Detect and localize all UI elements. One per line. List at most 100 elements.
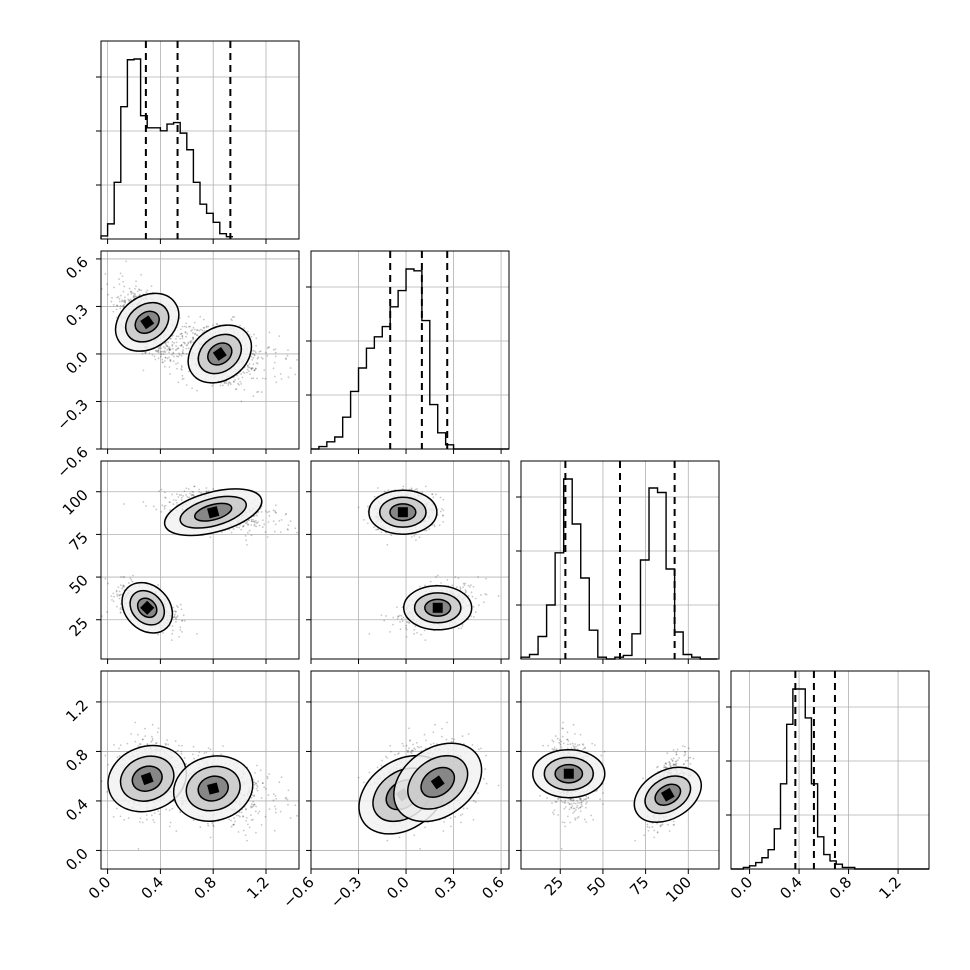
scatter-point — [180, 332, 183, 335]
scatter-point — [182, 377, 185, 380]
scatter-point — [179, 333, 182, 336]
scatter-point — [179, 344, 182, 347]
scatter-point — [160, 353, 162, 355]
scatter-point — [254, 351, 257, 354]
scatter-point — [399, 628, 402, 631]
scatter-point — [242, 524, 245, 527]
density-contours — [368, 489, 438, 535]
scatter-point — [175, 610, 177, 613]
scatter-panel-2-1 — [306, 460, 510, 664]
scatter-point — [163, 505, 166, 508]
scatter-point — [242, 525, 245, 528]
scatter-point — [169, 338, 172, 340]
scatter-point — [180, 750, 183, 753]
scatter-point — [268, 515, 271, 517]
scatter-point — [244, 534, 247, 537]
scatter-point — [272, 520, 275, 523]
scatter-point — [205, 490, 208, 493]
scatter-point — [168, 351, 171, 354]
scatter-point — [145, 504, 147, 507]
scatter-point — [266, 354, 269, 357]
scatter-point — [119, 294, 122, 297]
scatter-point — [180, 496, 183, 499]
scatter-point — [131, 291, 134, 294]
scatter-point — [118, 747, 120, 750]
scatter-point — [119, 608, 122, 610]
scatter-point — [181, 335, 184, 337]
scatter-point — [179, 328, 182, 331]
contour-line — [207, 342, 233, 366]
scatter-point — [191, 387, 193, 390]
scatter-point — [129, 577, 132, 580]
scatter-point — [116, 593, 119, 596]
scatter-point — [253, 369, 256, 372]
scatter-point — [439, 510, 442, 513]
scatter-point — [252, 356, 255, 359]
scatter-point — [478, 604, 480, 606]
scatter-point — [119, 304, 122, 307]
scatter-point — [142, 369, 145, 372]
scatter-point — [386, 543, 389, 546]
contour-line — [136, 597, 158, 619]
scatter-point — [112, 815, 115, 818]
scatter-point — [296, 531, 298, 534]
scatter-point — [177, 335, 180, 338]
scatter-point — [153, 355, 156, 358]
scatter-point — [246, 368, 249, 371]
scatter-point — [171, 343, 174, 346]
scatter-point — [287, 524, 290, 527]
scatter-point — [163, 507, 166, 510]
scatter-point — [280, 378, 283, 380]
scatter-point — [129, 298, 132, 301]
scatter-point — [130, 292, 133, 295]
scatter-point — [272, 367, 275, 370]
scatter-point — [240, 382, 243, 385]
y-tick-label: 0.6 — [62, 253, 92, 283]
scatter-point — [176, 615, 179, 617]
scatter-point — [431, 493, 433, 496]
scatter-point — [136, 290, 139, 293]
y-tick-label: 0.0 — [62, 348, 92, 378]
scatter-point — [165, 743, 167, 746]
scatter-point — [179, 337, 182, 340]
scatter-points — [101, 260, 298, 403]
scatter-point — [177, 606, 179, 609]
scatter-point — [185, 384, 188, 386]
scatter-point — [421, 491, 424, 494]
scatter-point — [232, 381, 235, 383]
scatter-point — [170, 337, 173, 340]
scatter-point — [110, 595, 113, 598]
scatter-point — [258, 350, 261, 353]
scatter-point — [286, 528, 289, 530]
scatter-point — [141, 821, 144, 824]
scatter-point — [241, 376, 244, 379]
scatter-point — [168, 348, 171, 351]
contour-line — [368, 489, 438, 535]
scatter-point — [205, 487, 208, 489]
scatter-point — [171, 632, 174, 635]
scatter-point — [250, 368, 253, 371]
scatter-point — [115, 589, 118, 592]
scatter-point — [272, 793, 275, 796]
scatter-point — [175, 335, 178, 338]
density-contours — [402, 585, 473, 631]
scatter-point — [122, 300, 125, 303]
scatter-point — [279, 373, 282, 375]
scatter-point — [183, 490, 186, 493]
scatter-point — [250, 534, 253, 537]
contour-line — [129, 589, 166, 626]
scatter-point — [424, 529, 426, 532]
scatter-point — [464, 582, 467, 585]
scatter-point — [164, 342, 166, 345]
scatter-point — [287, 789, 290, 792]
scatter-point — [241, 525, 244, 528]
density-contours — [114, 292, 180, 352]
scatter-point — [164, 496, 166, 499]
scatter-point — [132, 574, 134, 577]
scatter-point — [402, 616, 405, 619]
scatter-point — [122, 304, 125, 307]
scatter-point — [253, 781, 256, 784]
scatter-point — [243, 372, 246, 374]
scatter-point — [175, 363, 177, 365]
scatter-point — [155, 350, 158, 352]
